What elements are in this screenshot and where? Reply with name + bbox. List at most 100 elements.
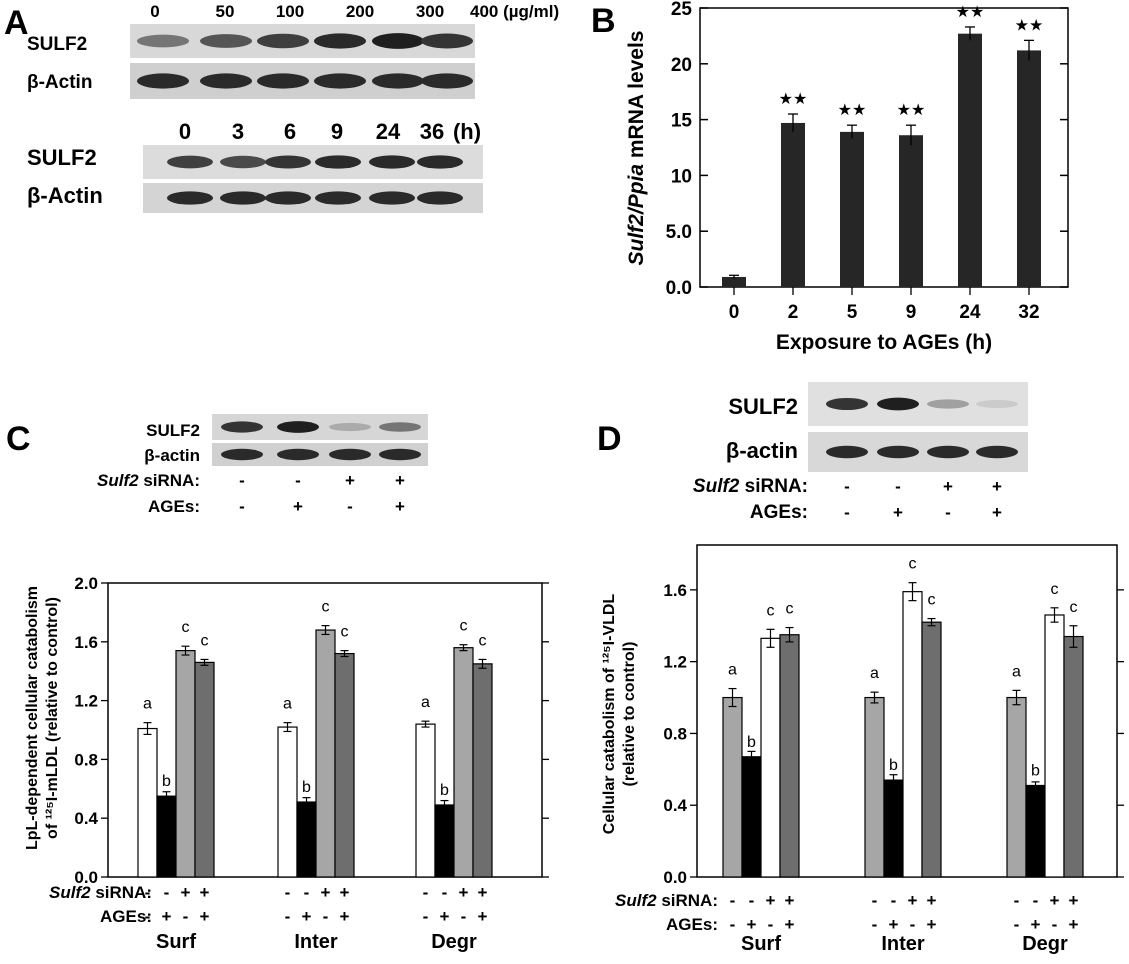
significance-letter: b [747,734,756,751]
blot-band [265,155,311,169]
blot-band [220,191,266,205]
bar [781,122,805,287]
y-tick-label: 0.4 [74,809,98,828]
significance-letter: c [341,624,349,641]
condition-sign: - [895,477,901,496]
blot-band [826,397,868,411]
group-label: Inter [881,933,925,955]
condition-suffix: AGEs: [100,907,152,926]
condition-sign: - [239,471,245,490]
condition-sign: - [183,907,189,926]
y-tick-label: 1.6 [74,633,98,652]
blot-band [372,73,424,89]
significance-letter: c [460,618,468,635]
condition-sign: - [910,915,916,934]
condition-sign: - [323,907,329,926]
blot-row-label: β-Actin [27,72,92,93]
condition-sign: + [200,883,210,902]
lane-label: 0 [150,2,159,21]
blot-band [369,191,415,205]
significance-letter: c [786,601,794,618]
condition-sign: - [145,883,151,902]
blot-band [329,422,371,432]
significance-letter: a [283,696,292,713]
condition-sign: - [872,891,878,910]
blot-row-label: SULF2 [146,421,200,440]
condition-sign: - [1052,915,1058,934]
condition-suffix: AGEs: [666,915,718,934]
blot-band [927,445,969,459]
y-tick-label: 25 [671,0,693,20]
chart-b-mrna-levels: 0.0 5.0 10 15 20 25 0 2 ★★ 5 ★★ 9 ★★ 24 ★★ 32 ★★ Exposure… [625,0,1069,354]
blot-band [372,33,424,49]
significance-letter: a [421,694,430,711]
blot-band [976,445,1018,459]
y-axis-label: of ¹²⁵I-mLDL (relative to control) [44,597,61,839]
condition-sign: + [1031,915,1041,934]
condition-label: Sulf2 siRNA: [49,883,152,902]
x-tick-label: 9 [906,302,917,323]
lane-label: 36 [420,119,444,144]
condition-sign: - [844,477,850,496]
blot-band [257,73,309,89]
condition-sign: - [295,471,301,490]
significance-letter: b [440,782,449,799]
y-tick-label: 0.8 [74,750,98,769]
blot-band [221,448,263,461]
significance-letter: b [1031,762,1040,779]
y-tick-label: 20 [671,55,692,76]
x-tick-label: 32 [1018,302,1039,323]
blot-strip [212,443,428,466]
blot-band [421,73,473,89]
condition-name: Sulf2 [693,476,740,497]
condition-sign: - [730,891,736,910]
y-tick-label: 0.8 [663,724,687,743]
western-blot-d: SULF2 β-actin Sulf2 siRNA: - - + + AGEs: - + - + [693,382,1028,523]
blot-band [137,73,189,89]
blot-band [314,33,366,49]
condition-sign: + [785,891,795,910]
condition-sign: + [395,497,405,516]
bar [1063,635,1084,878]
lane-label: 100 [276,2,304,21]
bar [296,801,317,878]
significance-letter: c [767,602,775,619]
blot-band [421,33,473,49]
bar [840,131,864,287]
lane-label: 0 [179,119,191,144]
x-tick-label: 24 [959,302,981,323]
lane-label: 6 [284,119,296,144]
condition-sign: - [730,915,736,934]
condition-sign: + [459,883,469,902]
panel-label-c: C [6,420,31,458]
condition-name: Sulf2 [49,883,91,902]
bar [1044,614,1065,878]
blot-band [314,73,366,89]
condition-sign: - [347,497,353,516]
bar [137,727,158,878]
blot-band [417,155,463,169]
bar [194,661,215,878]
condition-sign: + [162,907,172,926]
condition-sign: - [304,883,310,902]
lane-label: 50 [216,2,235,21]
significance-letter: c [1051,581,1059,598]
condition-sign: + [302,907,312,926]
significance-letter: c [182,619,190,636]
y-tick-label: 15 [671,111,693,132]
bar [779,634,800,878]
condition-sign: + [992,503,1002,522]
blot-band [137,34,189,48]
y-tick-label: 2.0 [74,574,98,593]
condition-sign: + [440,907,450,926]
blot-row-label: β-Actin [27,183,103,208]
condition-sign: + [200,907,210,926]
bar [883,779,904,878]
condition-sign: - [945,503,951,522]
y-axis-label: LpL-dependent cellular catabolism [24,586,41,850]
bar [902,591,923,878]
significance-letter: c [322,599,330,616]
condition-label: AGEs: [666,915,718,934]
blot-band [379,448,421,461]
condition-sign: + [293,497,303,516]
